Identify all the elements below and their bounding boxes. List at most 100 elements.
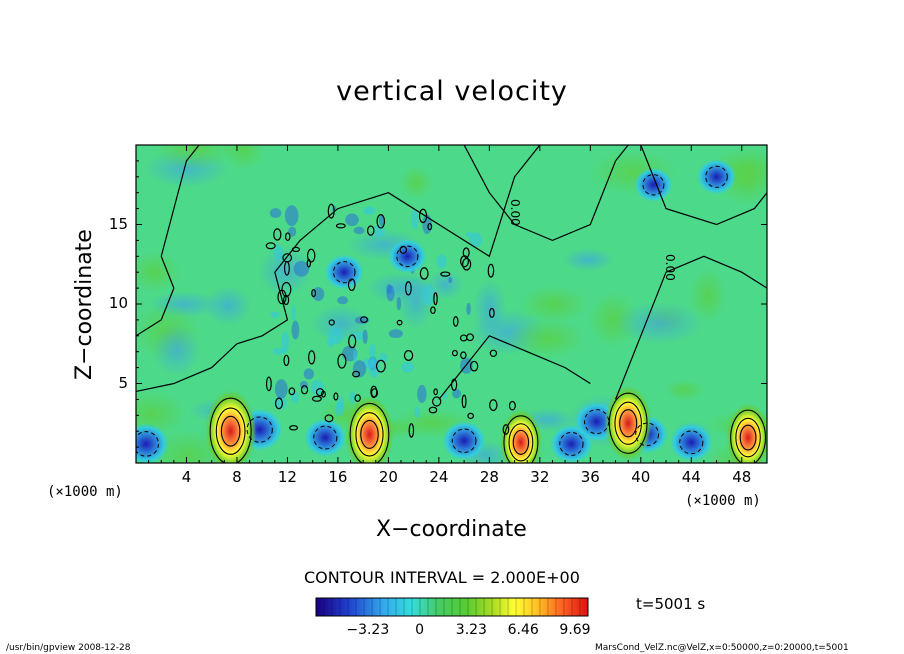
updraft-cell [726,403,767,463]
x-tick-label: 12 [277,468,297,486]
x-tick-label: 48 [732,468,752,486]
turbulence-contour [328,319,335,326]
turbulence-contour [347,278,356,292]
turbulence-cell [363,206,376,215]
updraft-contour [355,412,384,457]
downdraft-contour [396,245,419,268]
turbulence-contour [327,203,335,219]
downdraft-cell [634,167,673,202]
time-label: t=5001 s [636,595,706,613]
turbulence-contour [308,350,316,365]
turbulence-cell [334,402,345,416]
turbulence-contour [489,349,498,358]
turbulence-contour [283,354,290,367]
turbulence-contour [311,288,317,298]
field-blotch [689,267,727,324]
updraft-contour [360,419,379,449]
updraft-contour [608,392,648,454]
updraft-cell [604,385,652,461]
turbulence-cell [273,244,283,262]
updraft-contour [503,415,539,463]
turbulence-cell [288,226,297,237]
turbulence-cell [337,296,348,305]
field-blotch [152,324,201,376]
zero-contour [640,145,767,226]
turbulence-contour [508,400,516,411]
contour-value-label: 0.00 [507,198,522,226]
x-tick-label: 4 [181,468,192,486]
turbulence-cell [373,225,386,238]
field-blotch [365,272,436,304]
zero-contour [438,335,591,400]
colorbar-tick-label: 9.69 [559,622,591,638]
turbulence-contour [487,263,495,278]
turbulence-contour [460,255,470,268]
turbulence-cell [378,214,384,227]
zero-contour [463,145,629,242]
downdraft-contour [679,430,704,455]
colorbar-tick-label: 0 [415,622,425,638]
downdraft-cell [670,423,713,462]
turbulence-contour [432,396,442,407]
turbulence-contour [403,350,414,361]
turbulence-contour [311,395,322,402]
x-tick-label: 28 [479,468,499,486]
turbulence-contour [289,425,299,431]
turbulence-contour [306,258,311,268]
turbulence-contour [427,222,433,231]
footer-left: /usr/bin/gpview 2008-12-28 [6,643,131,653]
x-unit-label-right: (×1000 m) [685,493,761,509]
turbulence-cell [310,379,324,396]
turbulence-cell [352,360,367,378]
turbulence-cell [466,302,471,316]
turbulence-cell [345,213,359,227]
y-tick-label: 5 [118,373,128,392]
zero-contour [136,145,200,337]
turbulence-cell [448,276,453,284]
updraft-contour [349,402,390,463]
turbulence-cell [270,311,280,318]
turbulence-contour [300,385,309,395]
turbulence-contour [451,349,458,357]
downdraft-contour [642,174,665,196]
turbulence-cell [353,350,358,364]
turbulence-contour [396,319,403,326]
turbulence-cell [417,384,427,404]
turbulence-contour [502,424,510,435]
turbulence-contour [418,208,428,224]
field-blotch [399,165,433,200]
downdraft-contour [584,409,610,435]
field-blotch [473,279,507,337]
turbulence-cell [303,368,315,380]
turbulence-contour [469,360,479,372]
downdraft-cell [304,418,347,457]
updraft-contour [739,424,757,451]
downdraft-contour [559,431,584,456]
contour-lines [136,145,767,463]
field-blotch [615,301,704,345]
zero-contour [136,145,541,393]
updraft-contour [619,409,638,438]
updraft-cell [205,389,257,463]
turbulence-contour [367,225,375,236]
turbulence-contour [408,423,415,438]
colorbar-tick-label: −3.23 [346,622,390,638]
zero-contour [615,255,767,400]
turbulence-contour [461,394,467,409]
turbulence-contour [281,281,292,297]
downdraft-cell [136,423,169,463]
updraft-cell [499,409,543,463]
turbulence-cell [328,326,344,344]
contour-interval-label: CONTOUR INTERVAL = 2.000E+00 [304,568,580,587]
turbulence-cell [273,347,285,355]
updraft-contour [508,423,534,462]
turbulence-contour [466,333,475,342]
colorbar-dividers [323,598,581,616]
turbulence-cell [452,388,462,399]
turbulence-contour [282,253,293,263]
x-axis-label: X−coordinate [376,517,527,542]
x-tick-label: 36 [580,468,600,486]
turbulence-contour [376,214,386,229]
downdraft-contour [136,431,159,457]
